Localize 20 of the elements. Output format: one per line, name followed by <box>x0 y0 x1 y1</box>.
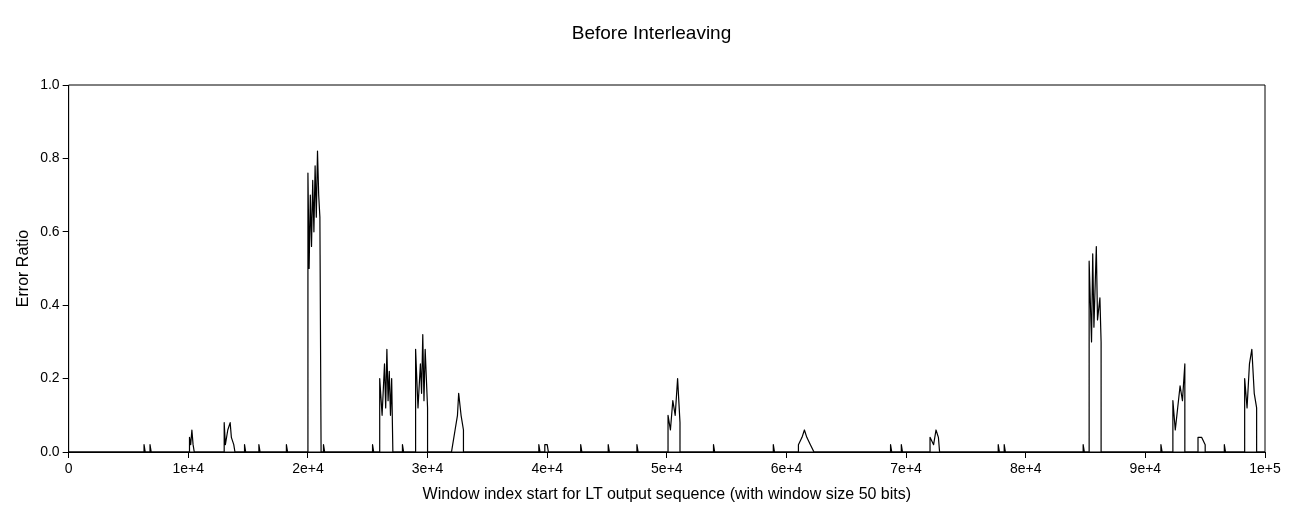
x-tick-label: 2e+4 <box>292 460 324 477</box>
x-tick-label: 3e+4 <box>411 460 444 477</box>
x-tick-label: 1e+4 <box>172 460 205 477</box>
y-tick-label: 0.4 <box>40 296 60 313</box>
x-axis-title: Window index start for LT output sequence (with window size 50 bits) <box>422 484 912 502</box>
y-tick-label: 0.0 <box>40 442 60 459</box>
y-tick-label: 1.0 <box>40 75 60 92</box>
y-axis-title: Error Ratio <box>14 229 32 308</box>
x-tick-label: 6e+4 <box>770 460 803 477</box>
x-tick-label: 1e+5 <box>1249 460 1281 477</box>
x-tick-label: 0 <box>64 460 73 477</box>
y-tick-label: 0.6 <box>40 222 60 239</box>
x-tick-label: 8e+4 <box>1009 460 1042 477</box>
x-tick-label: 9e+4 <box>1129 460 1162 477</box>
x-tick-label: 7e+4 <box>890 460 923 477</box>
y-tick-label: 0.2 <box>40 369 60 386</box>
x-tick-label: 5e+4 <box>651 460 683 477</box>
x-tick-label: 4e+4 <box>531 460 564 477</box>
chart-title: Before Interleaving <box>570 22 733 44</box>
y-tick-label: 0.8 <box>40 149 60 166</box>
